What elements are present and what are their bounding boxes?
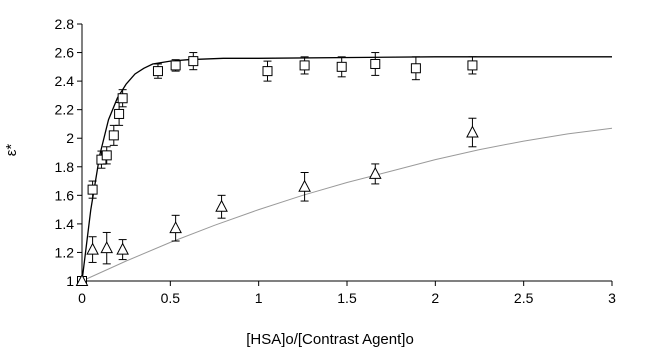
tick-labels: 1 1.2 1.4 1.6 1.8 2 2.2 2.4 2.6 2.8 0 0.5 1 1.5 2 2.5 3 — [55, 16, 617, 306]
square-marker — [467, 60, 478, 71]
x-axis-title: [HSA]o/[Contrast Agent]o — [246, 331, 414, 348]
y-tick-label: 2.6 — [55, 45, 75, 61]
fit-curve-triangle — [81, 127, 613, 282]
data-point-square — [262, 60, 273, 82]
square-marker — [410, 63, 421, 74]
square-marker — [336, 61, 347, 72]
square-marker — [299, 60, 310, 71]
data-point-triangle — [116, 239, 129, 261]
triangle-marker — [75, 273, 89, 286]
square-marker — [108, 130, 119, 141]
data-point-square — [467, 56, 478, 75]
triangle-marker — [86, 242, 99, 255]
data-point-square — [410, 56, 421, 81]
fit-curves — [81, 56, 613, 282]
data-point-square — [170, 59, 181, 72]
square-marker — [188, 56, 199, 67]
y-tick-label: 2 — [66, 130, 74, 146]
fit-curve-square — [81, 56, 612, 282]
square-marker — [152, 66, 163, 77]
data-point-triangle — [86, 236, 99, 263]
square-marker — [170, 60, 181, 71]
y-tick-label: 1 — [66, 273, 74, 289]
square-marker — [87, 184, 98, 195]
y-tick-label: 1.6 — [55, 187, 75, 203]
data-point-triangle — [100, 231, 114, 265]
y-tick-label: 2.8 — [55, 16, 75, 32]
data-point-triangle — [368, 163, 382, 185]
triangle-marker — [116, 242, 129, 255]
y-tick-label: 2.4 — [55, 73, 75, 89]
data-point-triangle — [466, 117, 479, 148]
data-point-square — [101, 146, 112, 165]
x-tick-label: 3 — [608, 290, 616, 306]
x-tick-label: 1.5 — [337, 290, 357, 306]
y-axis-title: ε* — [3, 144, 20, 157]
data-point-square — [152, 63, 163, 79]
y-tick-label: 2.2 — [55, 102, 75, 118]
y-tick-label: 1.2 — [55, 244, 75, 260]
y-tick-label: 1.8 — [55, 159, 75, 175]
x-tick-label: 2 — [431, 290, 439, 306]
data-point-square — [117, 89, 128, 108]
square-marker — [370, 58, 381, 69]
data-point-triangle — [169, 214, 182, 242]
data-point-triangle — [298, 171, 311, 202]
square-marker — [262, 66, 273, 77]
x-tick-label: 0.5 — [161, 290, 181, 306]
x-tick-label: 1 — [255, 290, 263, 306]
square-marker — [101, 150, 112, 161]
triangle-marker — [368, 166, 382, 179]
data-point-square — [108, 124, 119, 146]
data-points — [75, 52, 479, 286]
triangle-marker — [169, 221, 182, 234]
data-point-square — [370, 52, 381, 76]
data-point-square — [299, 56, 310, 75]
square-marker — [114, 108, 125, 119]
data-point-triangle — [215, 194, 228, 219]
y-tick-label: 1.4 — [55, 216, 75, 232]
x-tick-label: 0 — [78, 290, 86, 306]
data-point-square — [188, 52, 199, 71]
data-point-triangle — [75, 273, 89, 286]
triangle-marker — [298, 179, 311, 192]
data-point-square — [336, 56, 347, 78]
data-point-square — [87, 180, 98, 199]
x-tick-label: 2.5 — [514, 290, 534, 306]
triangle-marker — [215, 199, 228, 212]
square-marker — [117, 93, 128, 104]
triangle-marker — [466, 125, 479, 138]
triangle-marker — [100, 241, 114, 254]
